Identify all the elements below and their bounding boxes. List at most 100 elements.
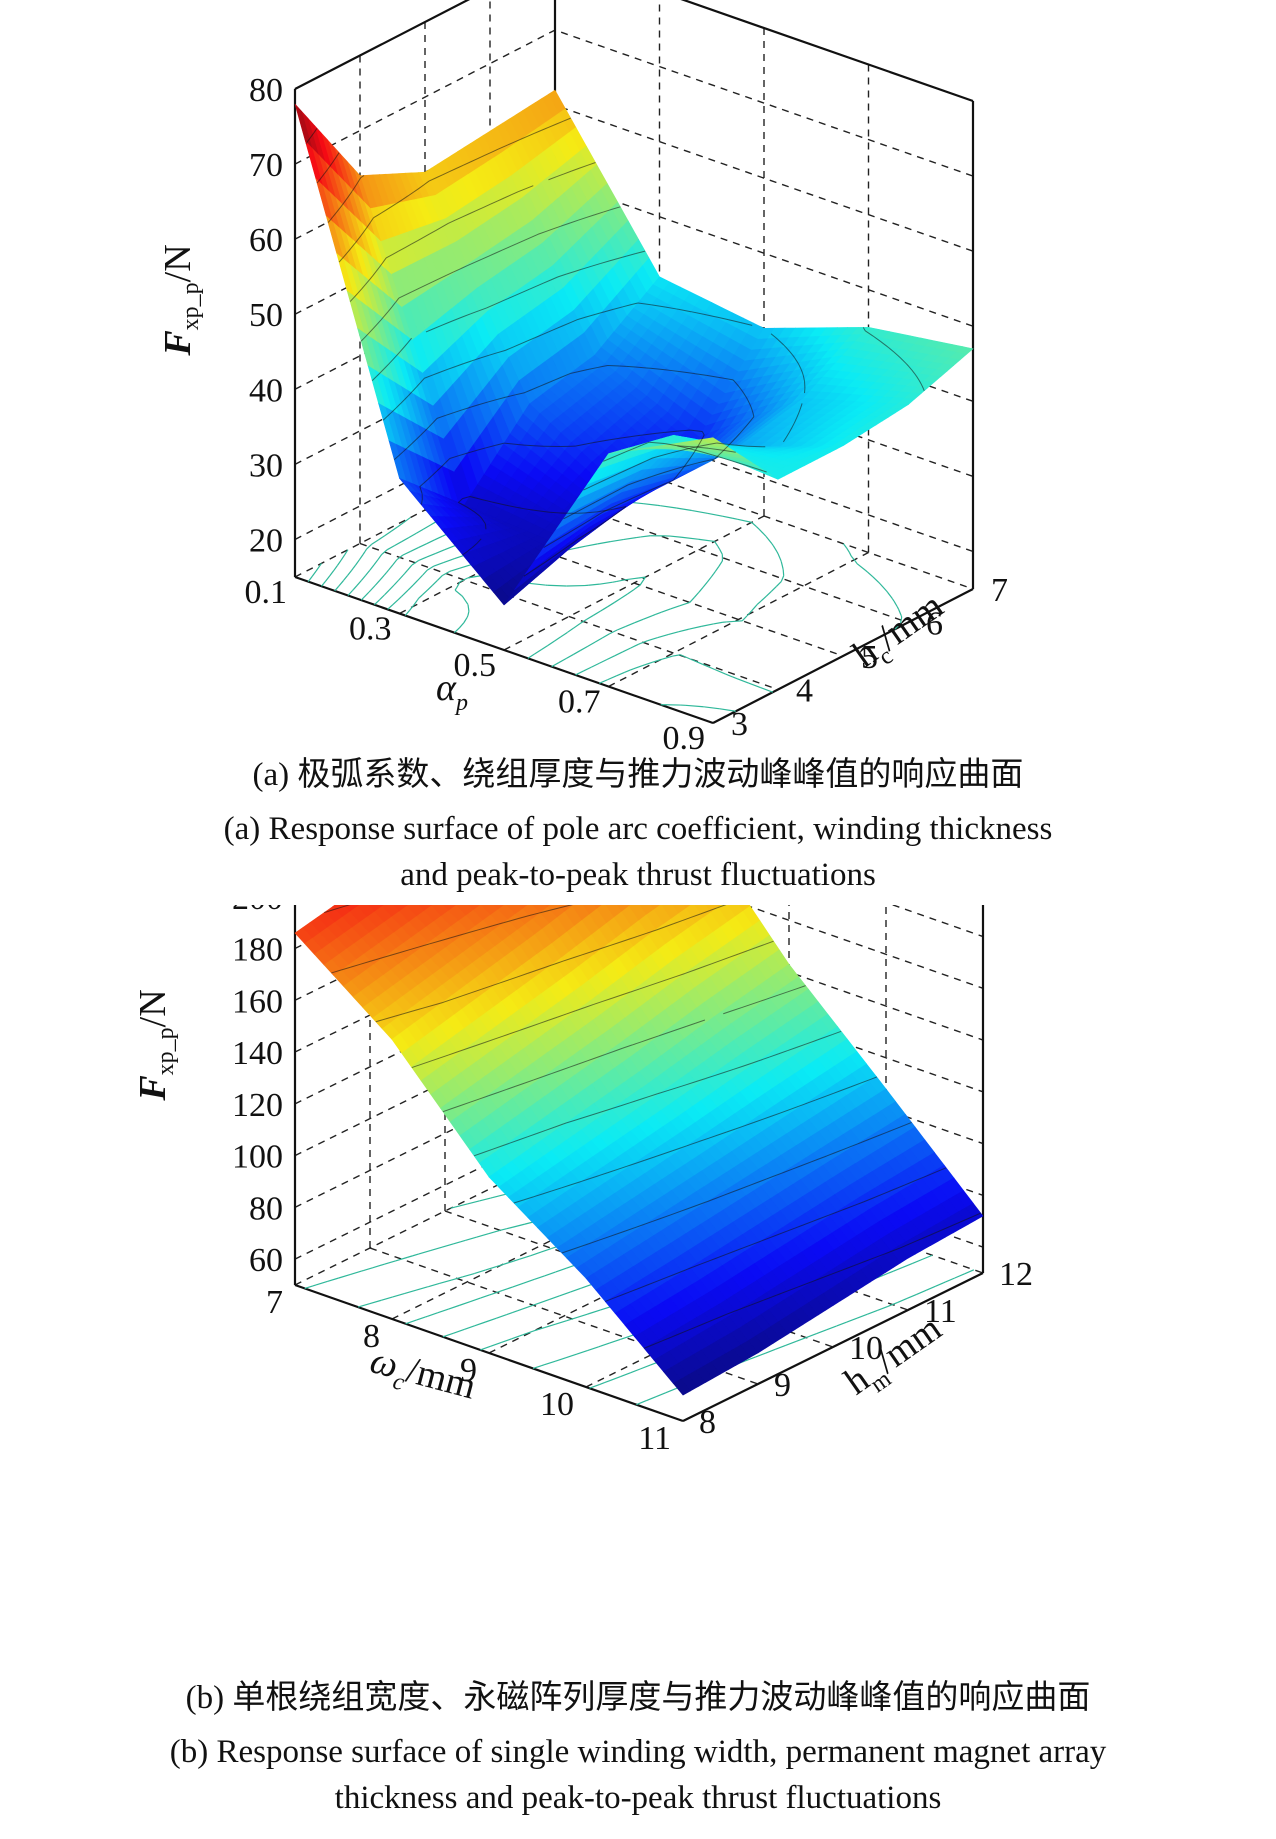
surface-isoline: [475, 357, 480, 361]
surface-isoline: [518, 1136, 529, 1141]
surface-isoline: [495, 249, 503, 254]
surface-isoline: [652, 1217, 662, 1222]
surface-isoline: [502, 246, 510, 251]
surface-isoline: [424, 429, 427, 432]
surface-isoline: [611, 512, 618, 518]
contour-segment: [357, 1303, 370, 1308]
surface-isoline: [937, 1167, 947, 1172]
contour-segment: [397, 521, 405, 528]
surface-isoline: [472, 988, 482, 993]
surface-isoline: [458, 498, 463, 503]
contour-segment: [652, 658, 663, 663]
surface-isoline: [595, 498, 603, 503]
surface-isoline: [378, 210, 386, 215]
surface-isoline: [632, 1162, 636, 1165]
surface-isoline: [331, 213, 336, 219]
surface-isoline: [679, 371, 694, 374]
contour-segment: [319, 563, 322, 567]
surface-isoline: [585, 518, 592, 524]
surface-isoline: [581, 1178, 590, 1182]
contour-segment: [597, 541, 611, 545]
surface-isoline: [690, 1264, 700, 1269]
contour-segment: [625, 622, 635, 627]
surface-isoline: [555, 120, 564, 125]
surface-isoline: [590, 483, 598, 488]
surface-isoline: [351, 189, 354, 192]
contour-segment: [691, 659, 704, 665]
contour-segment: [422, 569, 428, 576]
surface-isoline: [579, 1180, 582, 1183]
surface-isoline: [685, 1327, 695, 1332]
surface-isoline: [696, 1201, 706, 1206]
surface-isoline: [464, 550, 469, 554]
surface-isoline: [338, 258, 343, 263]
surface-isoline: [629, 1099, 640, 1104]
surface-isoline: [561, 1184, 571, 1189]
contour-segment: [467, 1200, 480, 1205]
surface-isoline: [690, 429, 703, 432]
contour-segment: [856, 563, 866, 571]
surface-isoline: [645, 457, 653, 462]
wall-grid-line: [294, 0, 974, 102]
contour-segment: [916, 1289, 927, 1295]
contour-segment: [640, 535, 651, 538]
surface-isoline: [617, 451, 626, 456]
surface-isoline: [527, 969, 537, 975]
surface-isoline: [740, 321, 753, 326]
surface-isoline: [752, 1300, 762, 1305]
y-tick-label: 5: [861, 639, 878, 676]
surface-isoline: [665, 479, 674, 484]
surface-isoline: [515, 1082, 525, 1087]
surface-isoline: [550, 963, 555, 966]
surface-isoline: [497, 1089, 507, 1094]
surface-isoline: [436, 415, 446, 419]
surface-isoline: [702, 963, 712, 968]
surface-isoline: [652, 431, 665, 435]
surface-isoline: [502, 1032, 513, 1037]
surface-isoline: [507, 295, 516, 300]
surface-isoline: [549, 511, 561, 514]
surface-isoline: [750, 1000, 761, 1005]
surface-isoline: [770, 1293, 780, 1299]
contour-segment: [627, 589, 635, 595]
surface-isoline: [734, 381, 739, 387]
surface-isoline: [357, 288, 363, 294]
surface-isoline: [342, 257, 344, 259]
contour-segment: [530, 1251, 542, 1257]
surface-isoline: [589, 1239, 599, 1245]
surface-isoline: [482, 1148, 493, 1154]
surface-isoline: [744, 1122, 754, 1127]
surface-isoline: [571, 167, 580, 172]
contour-segment: [369, 564, 375, 571]
surface-isoline: [478, 401, 488, 406]
surface-isoline: [565, 1120, 574, 1124]
surface-isoline: [650, 367, 666, 371]
contour-segment: [679, 601, 690, 607]
surface-isoline: [575, 443, 586, 447]
contour-segment: [352, 588, 355, 591]
surface-isoline: [624, 467, 632, 472]
contour-segment: [758, 528, 767, 537]
surface-isoline: [305, 142, 308, 144]
surface-isoline: [601, 494, 609, 499]
surface-isoline: [446, 271, 454, 276]
surface-isoline: [545, 1126, 555, 1131]
surface-isoline: [661, 452, 671, 456]
surface-isoline: [400, 399, 405, 405]
surface-isoline: [887, 346, 895, 353]
contour-segment: [943, 1281, 946, 1284]
contour-segment: [372, 1263, 385, 1269]
surface-isoline: [902, 1121, 912, 1127]
surface-isoline: [428, 177, 437, 182]
surface-isoline: [384, 363, 390, 369]
surface-isoline: [743, 425, 748, 429]
surface-isoline: [611, 1105, 621, 1109]
z-tick-label: 40: [249, 372, 283, 409]
surface-isoline: [575, 1009, 578, 1012]
surface-isoline: [723, 457, 735, 463]
contour-segment: [480, 1345, 492, 1351]
surface-isoline: [806, 1099, 816, 1104]
surface-isoline: [423, 180, 430, 186]
surface-isoline: [635, 366, 647, 369]
surface-isoline: [416, 434, 422, 440]
